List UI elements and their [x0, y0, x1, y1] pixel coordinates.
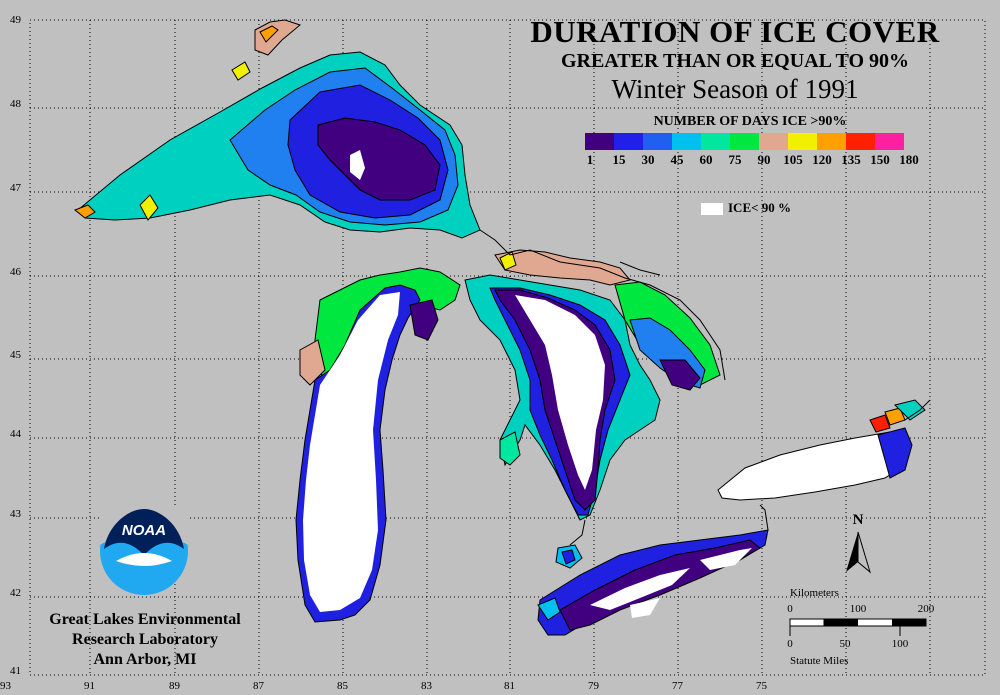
scale-km-tick-1: 100 [850, 603, 867, 615]
longitude-label-89: 89 [169, 680, 180, 692]
lake-michigan [295, 267, 461, 623]
legend-swatch-7 [788, 133, 817, 150]
legend-title: NUMBER OF DAYS ICE >90% [653, 114, 847, 129]
latitude-label-47: 47 [10, 182, 21, 194]
legend-tick-6: 90 [757, 152, 771, 167]
legend-color-bar [585, 133, 904, 150]
scale-mi-tick-1: 50 [840, 638, 852, 650]
lake-superior [74, 19, 481, 239]
scale-km-tick-2: 200 [918, 603, 935, 615]
legend-swatch-3 [672, 133, 701, 150]
longitude-label-83: 83 [421, 680, 432, 692]
noaa-logo: NOAA [100, 507, 188, 595]
scale-km-label: Kilometers [790, 587, 839, 599]
lab-name-line1: Great Lakes Environmental [49, 611, 241, 628]
legend-tick-8: 120 [812, 152, 832, 167]
legend-tick-10: 150 [870, 152, 890, 167]
legend-swatch-6 [759, 133, 788, 150]
lake-erie [537, 529, 769, 636]
latitude-label-43: 43 [10, 508, 21, 520]
legend-tick-11: 180 [899, 152, 919, 167]
longitude-label-75: 75 [756, 680, 767, 692]
latitude-label-45: 45 [10, 349, 21, 361]
legend-tick-0: 1 [586, 152, 594, 167]
map-title: DURATION OF ICE COVER [530, 14, 940, 49]
latitude-label-46: 46 [10, 266, 21, 278]
scale-km-tick-0: 0 [787, 603, 793, 615]
latitude-label-42: 42 [10, 587, 21, 599]
legend-tick-7: 105 [783, 152, 803, 167]
legend-tick-labels: 1 15 30 45 60 75 90 105 120 135 150 180 [575, 152, 935, 168]
latitude-label-49: 49 [10, 14, 21, 26]
longitude-label-81: 81 [504, 680, 515, 692]
latitude-label-44: 44 [10, 428, 21, 440]
longitude-label-77: 77 [672, 680, 683, 692]
lake-huron [464, 249, 721, 521]
map-subtitle: GREATER THAN OR EQUAL TO 90% [560, 50, 910, 72]
lake-ontario [717, 399, 926, 501]
map-frame [29, 19, 986, 676]
legend-swatch-10 [875, 133, 904, 150]
legend-tick-2: 30 [641, 152, 655, 167]
longitude-label-93: 93 [0, 680, 11, 692]
season-label: Winter Season of 1991 [611, 74, 859, 104]
longitude-label-85: 85 [337, 680, 348, 692]
scale-bar: Kilometers 0 100 200 0 50 100 Statute Mi… [787, 587, 935, 667]
coastline [479, 229, 931, 546]
legend-tick-1: 15 [612, 152, 626, 167]
north-arrow-icon: N [846, 512, 871, 574]
latitude-label-48: 48 [10, 98, 21, 110]
lab-name-line2: Research Laboratory [72, 631, 218, 648]
legend-tick-4: 60 [699, 152, 713, 167]
ice-key-label: ICE< 90 % [728, 200, 792, 215]
scale-mi-label: Statute Miles [790, 655, 848, 667]
legend-swatch-5 [730, 133, 759, 150]
legend-swatch-0 [585, 133, 614, 150]
longitude-label-87: 87 [253, 680, 264, 692]
lake-st-clair [555, 544, 583, 569]
ice-key-swatch [701, 203, 723, 215]
latitude-label-41: 41 [10, 665, 21, 677]
legend-tick-9: 135 [841, 152, 861, 167]
legend-swatch-1 [614, 133, 643, 150]
lab-name-line3: Ann Arbor, MI [93, 651, 197, 668]
legend-swatch-4 [701, 133, 730, 150]
legend-swatch-2 [643, 133, 672, 150]
legend-swatch-9 [846, 133, 875, 150]
longitude-label-79: 79 [588, 680, 599, 692]
legend-swatch-8 [817, 133, 846, 150]
longitude-label-91: 91 [84, 680, 95, 692]
legend-tick-3: 45 [670, 152, 684, 167]
legend-tick-5: 75 [728, 152, 742, 167]
noaa-logo-text: NOAA [122, 522, 166, 539]
scale-mi-tick-0: 0 [787, 638, 793, 650]
scale-mi-tick-2: 100 [892, 638, 909, 650]
north-label: N [853, 512, 864, 528]
